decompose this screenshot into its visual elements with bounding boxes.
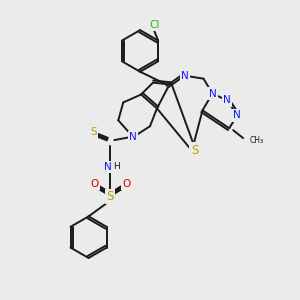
Text: H: H — [113, 162, 120, 171]
Text: CH₃: CH₃ — [250, 136, 264, 145]
Text: Cl: Cl — [149, 20, 159, 30]
Text: O: O — [122, 179, 130, 189]
Text: S: S — [191, 143, 198, 157]
Text: S: S — [107, 190, 114, 203]
Text: N: N — [208, 88, 216, 98]
Text: N: N — [129, 132, 137, 142]
Text: N: N — [103, 162, 111, 172]
Text: N: N — [233, 110, 241, 120]
Text: N: N — [224, 95, 231, 106]
Text: S: S — [90, 127, 97, 137]
Text: O: O — [90, 179, 99, 189]
Text: N: N — [181, 71, 189, 81]
